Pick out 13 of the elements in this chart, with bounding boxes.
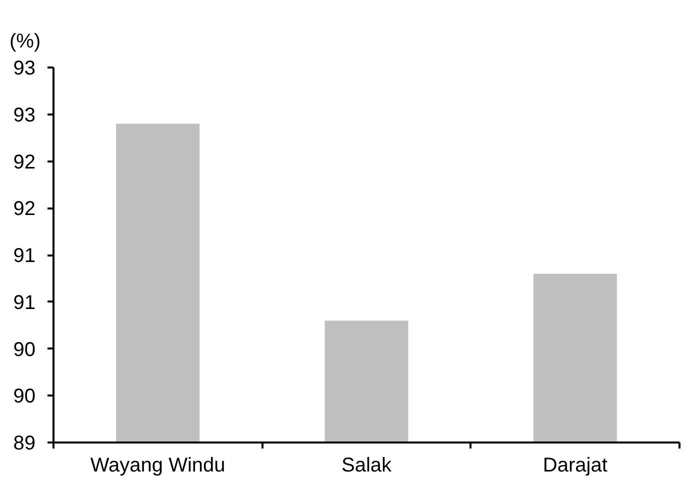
- y-tick-label: 92: [13, 198, 36, 220]
- y-tick-label: 91: [13, 245, 36, 267]
- x-tick-label: Wayang Windu: [90, 454, 226, 476]
- y-tick-label: 92: [13, 151, 36, 174]
- y-tick-label: 90: [13, 338, 36, 361]
- y-tick-label: 93: [13, 58, 36, 80]
- x-tick-label: Darajat: [542, 454, 608, 476]
- y-tick-label: 91: [13, 292, 36, 314]
- x-tick-label: Salak: [341, 454, 393, 476]
- y-tick-label: 93: [13, 104, 36, 126]
- y-tick-label: 90: [13, 386, 36, 408]
- y-axis-title: (%): [10, 30, 41, 52]
- y-tick-label: 89: [13, 432, 36, 454]
